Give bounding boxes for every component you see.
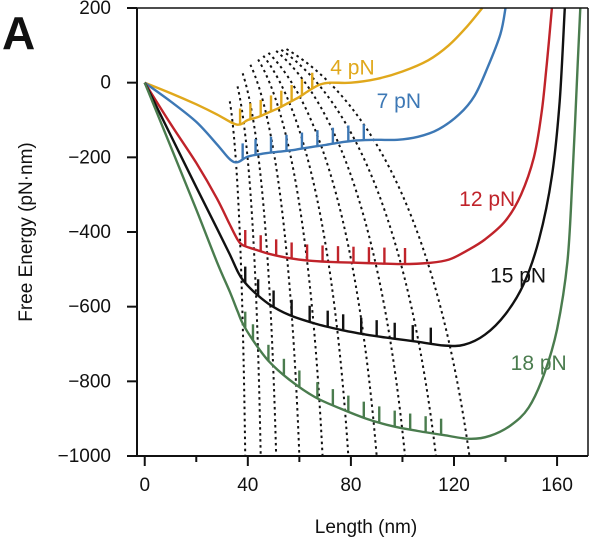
series-line — [143, 7, 554, 266]
dashed-guide-line — [285, 48, 471, 457]
series-line — [143, 7, 507, 164]
dashed-guide-line — [262, 55, 350, 457]
y-tick-label: −1000 — [58, 446, 111, 467]
series-label: 7 pN — [377, 90, 421, 113]
x-tick-label: 160 — [541, 475, 573, 496]
dashed-guide-line — [267, 52, 378, 457]
y-tick-label: 0 — [100, 73, 111, 94]
y-tick-label: −400 — [68, 222, 111, 243]
y-tick-label: −600 — [68, 297, 111, 318]
series-label: 15 pN — [490, 264, 546, 287]
y-axis-title: Free Energy (pN·nm) — [16, 142, 37, 322]
dashed-guide-line — [280, 48, 437, 457]
y-tick-label: 200 — [79, 0, 111, 19]
dashed-guide-line — [257, 59, 324, 457]
dashed-guide-line — [228, 101, 247, 457]
x-axis-title: Length (nm) — [315, 517, 417, 538]
dashed-guides — [228, 48, 471, 457]
tick-group: 0 40 80 120 160 200 0 −200 −400 −600 −800 −1000 — [58, 0, 573, 496]
panel-label: A — [2, 7, 36, 59]
x-tick-label: 120 — [438, 475, 470, 496]
series-line — [143, 7, 566, 348]
x-tick-label: 0 — [139, 475, 150, 496]
series-labels: 4 pN7 pN 12 pN 15 pN 18 pN — [330, 56, 566, 375]
y-tick-label: −800 — [68, 371, 111, 392]
x-tick-label: 80 — [340, 475, 361, 496]
series-label: 12 pN — [459, 188, 515, 211]
y-tick-label: −200 — [68, 147, 111, 168]
dashed-guide-line — [236, 86, 262, 457]
series-line — [143, 7, 582, 441]
series-label: 18 pN — [511, 352, 567, 375]
dashed-guide-line — [241, 73, 278, 457]
series-line — [144, 7, 484, 126]
series-group — [143, 7, 582, 441]
series-label: 4 pN — [330, 56, 374, 79]
x-tick-label: 40 — [237, 475, 258, 496]
dashed-guide-line — [275, 50, 407, 457]
